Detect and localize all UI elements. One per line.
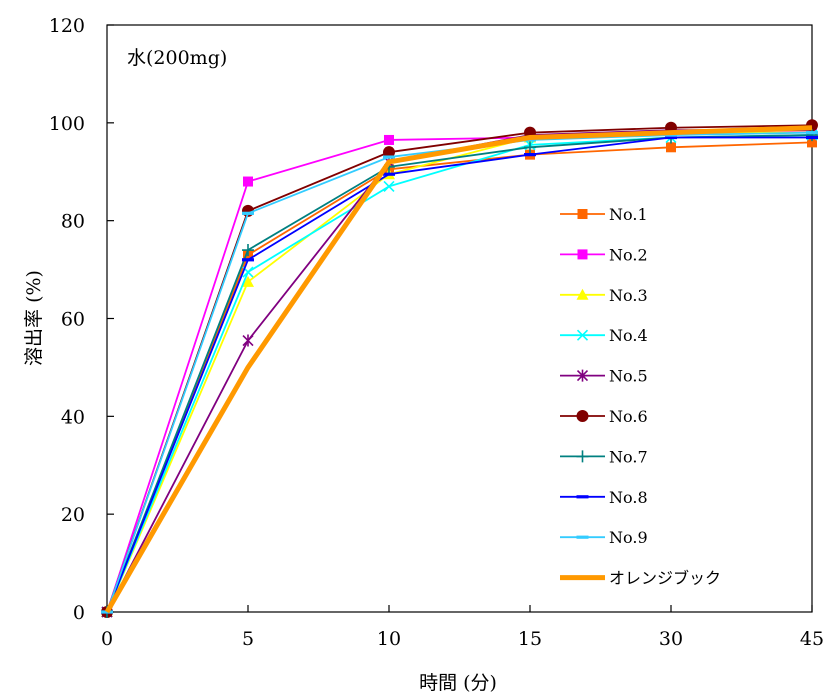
- marker-asterisk: [576, 369, 589, 382]
- series-1: [102, 137, 817, 617]
- x-axis-title: 時間 (分): [419, 672, 497, 694]
- marker-x: [383, 180, 395, 192]
- series-line: [104, 125, 813, 614]
- x-tick-label: 0: [101, 628, 113, 650]
- legend-label: No.1: [609, 205, 648, 224]
- y-tick-label: 40: [61, 406, 85, 428]
- legend-item: No.9: [560, 528, 648, 547]
- axes-layer: 0 20 40 60 80 100 120 0 5 10 15 30 45: [49, 15, 824, 650]
- marker-square: [243, 176, 253, 187]
- series-line: [106, 131, 813, 613]
- marker-circle: [383, 146, 395, 159]
- marker-square: [577, 209, 588, 219]
- chart-annotation: 水(200mg): [127, 47, 227, 69]
- y-tick-label: 20: [61, 504, 85, 526]
- x-tick-label: 30: [659, 628, 683, 650]
- marker-square: [384, 134, 394, 145]
- marker-dash: [806, 131, 818, 135]
- marker-square: [807, 137, 817, 148]
- series-line: [106, 124, 813, 613]
- series-10: [104, 125, 813, 614]
- series-line: [106, 129, 813, 613]
- marker-triangle: [576, 288, 589, 300]
- marker-square: [577, 249, 588, 260]
- y-tick-label: 100: [49, 113, 85, 135]
- series-3: [101, 126, 818, 617]
- marker-dash: [665, 135, 677, 140]
- legend-label: No.4: [609, 326, 648, 345]
- marker-square: [666, 142, 676, 153]
- marker-dash: [383, 155, 395, 159]
- legend-item: No.1: [560, 205, 648, 224]
- legend-label: No.3: [609, 286, 648, 305]
- y-tick-label: 80: [61, 211, 85, 233]
- series-line: [106, 141, 813, 613]
- plot-area-frame: [106, 24, 813, 613]
- y-tick-label: 60: [61, 309, 85, 331]
- marker-plus: [242, 244, 254, 257]
- marker-dash: [806, 135, 818, 140]
- legend-label: No.2: [609, 245, 648, 264]
- series-line: [106, 129, 812, 613]
- x-tick-label: 10: [377, 628, 401, 650]
- legend-label: オレンジブック: [609, 569, 721, 588]
- marker-plus: [524, 141, 536, 154]
- marker-dash: [383, 172, 395, 176]
- marker-dash: [576, 535, 589, 539]
- marker-x: [576, 329, 589, 341]
- legend-item: No.6: [560, 407, 648, 426]
- legend-item: No.8: [560, 488, 648, 507]
- y-tick-label: 120: [49, 15, 85, 37]
- marker-triangle: [242, 275, 254, 287]
- legend: No.1 No.2 No.3 No.4 No.5 No.6 No.7 No.8 No.9 オレンジ…: [560, 205, 721, 588]
- marker-asterisk: [242, 334, 254, 347]
- y-axis-title: 溶出率 (%): [23, 270, 45, 366]
- marker-circle: [576, 410, 589, 422]
- legend-item: No.4: [560, 326, 648, 345]
- marker-dash: [242, 211, 254, 215]
- legend-label: No.6: [609, 407, 648, 426]
- x-tick-label: 5: [242, 628, 254, 650]
- x-tick-label: 15: [518, 628, 542, 650]
- legend-label: No.7: [609, 447, 648, 466]
- marker-plus: [576, 450, 589, 463]
- legend-label: No.8: [609, 488, 648, 507]
- x-tick-label: 45: [800, 628, 824, 650]
- marker-dash: [576, 495, 589, 499]
- series-line: [106, 134, 813, 613]
- legend-item: No.2: [560, 245, 648, 264]
- marker-dash: [524, 153, 536, 157]
- legend-item: No.7: [560, 447, 648, 466]
- legend-label: No.5: [609, 367, 648, 386]
- series-layer: [101, 119, 818, 618]
- series-line: [106, 131, 812, 613]
- legend-item: No.5: [560, 367, 648, 386]
- legend-item: オレンジブック: [560, 569, 721, 588]
- marker-dash: [242, 258, 254, 262]
- y-tick-label: 0: [73, 602, 85, 624]
- legend-label: No.9: [609, 528, 648, 547]
- legend-item: No.3: [560, 286, 648, 305]
- series-line: [106, 136, 812, 613]
- series-line: [106, 134, 813, 613]
